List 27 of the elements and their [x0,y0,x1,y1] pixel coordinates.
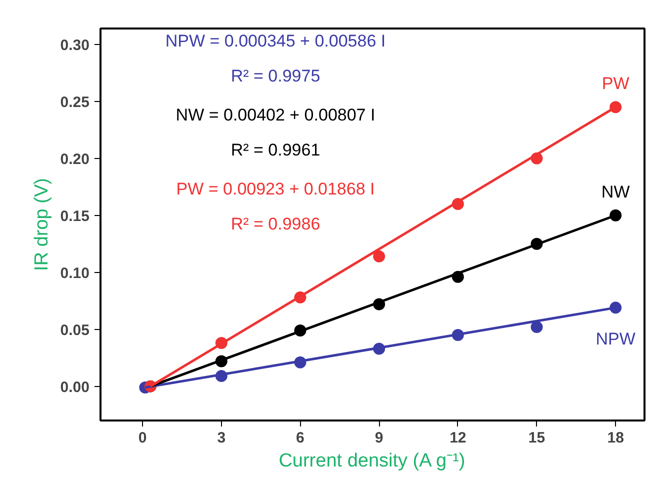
x-tick-label: 9 [374,430,384,446]
y-tick-label: 0.15 [60,208,90,225]
y-tick-label: 0.10 [60,264,90,282]
x-tick-label: 18 [607,430,624,446]
annotation: NW = 0.00402 + 0.00807 I [176,106,376,124]
point [530,321,543,334]
x-tick-label: 15 [528,430,546,446]
y-axis-title: IR drop (V) [31,178,52,271]
y-tick-label: 0.30 [60,36,90,54]
series-label: PW [602,74,630,94]
x-tick-label: 12 [450,430,466,446]
y-tick-label: 0.05 [60,322,90,339]
point [373,250,386,262]
x-tick-label: 0 [138,430,147,446]
y-tick-label: 0.20 [60,150,90,168]
annotation: R² = 0.9986 [230,214,320,234]
annotation: R² = 0.9975 [230,66,320,86]
annotation: NPW = 0.000345 + 0.00586 I [165,32,386,50]
annotation: R² = 0.9961 [230,140,320,160]
x-tick-label: 6 [296,430,304,446]
x-tick-label: 3 [217,430,226,446]
series-label: NW [601,182,630,202]
x-axis-title: Current density (A g⁻¹) [278,450,466,472]
y-tick-label: 0.00 [60,378,90,396]
series-label: NPW [596,330,636,349]
y-tick-label: 0.25 [60,94,90,111]
annotation: PW = 0.00923 + 0.01868 I [176,180,375,198]
